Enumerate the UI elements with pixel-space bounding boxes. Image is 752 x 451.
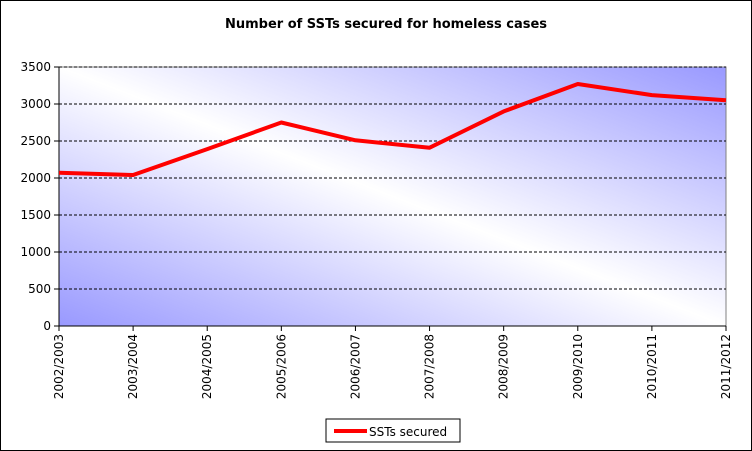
y-axis: 0 500 1000 1500 2000 2500 3000 3500 bbox=[20, 60, 59, 333]
legend-label: SSTs secured bbox=[369, 425, 447, 439]
plot-area bbox=[58, 66, 727, 327]
x-tick-label: 2006/2007 bbox=[348, 334, 362, 399]
x-tick-label: 2002/2003 bbox=[52, 334, 66, 399]
x-tick-label: 2010/2011 bbox=[645, 334, 659, 399]
x-tick-label: 2008/2009 bbox=[497, 334, 511, 399]
y-tick-label: 0 bbox=[43, 319, 51, 333]
x-tick-label: 2011/2012 bbox=[719, 334, 733, 399]
legend: SSTs secured bbox=[325, 418, 461, 443]
x-tick-label: 2009/2010 bbox=[571, 334, 585, 399]
y-tick-label: 3500 bbox=[20, 60, 51, 74]
y-tick-label: 1500 bbox=[20, 208, 51, 222]
x-tick-label: 2005/2006 bbox=[274, 334, 288, 399]
x-tick-label: 2007/2008 bbox=[423, 334, 437, 399]
series-line bbox=[58, 82, 727, 177]
chart-title: Number of SSTs secured for homeless case… bbox=[225, 17, 547, 32]
grid-lines bbox=[59, 66, 726, 290]
x-tick-label: 2003/2004 bbox=[126, 334, 140, 399]
x-axis: 2002/2003 2003/2004 2004/2005 2005/2006 2006… bbox=[52, 67, 733, 399]
y-tick-label: 2000 bbox=[20, 171, 51, 185]
x-tick-label: 2004/2005 bbox=[200, 334, 214, 399]
y-tick-label: 500 bbox=[28, 282, 51, 296]
y-tick-label: 2500 bbox=[20, 134, 51, 148]
y-tick-label: 3000 bbox=[20, 97, 51, 111]
legend-box bbox=[325, 418, 461, 443]
series-layer bbox=[58, 82, 727, 177]
y-tick-label: 1000 bbox=[20, 245, 51, 259]
